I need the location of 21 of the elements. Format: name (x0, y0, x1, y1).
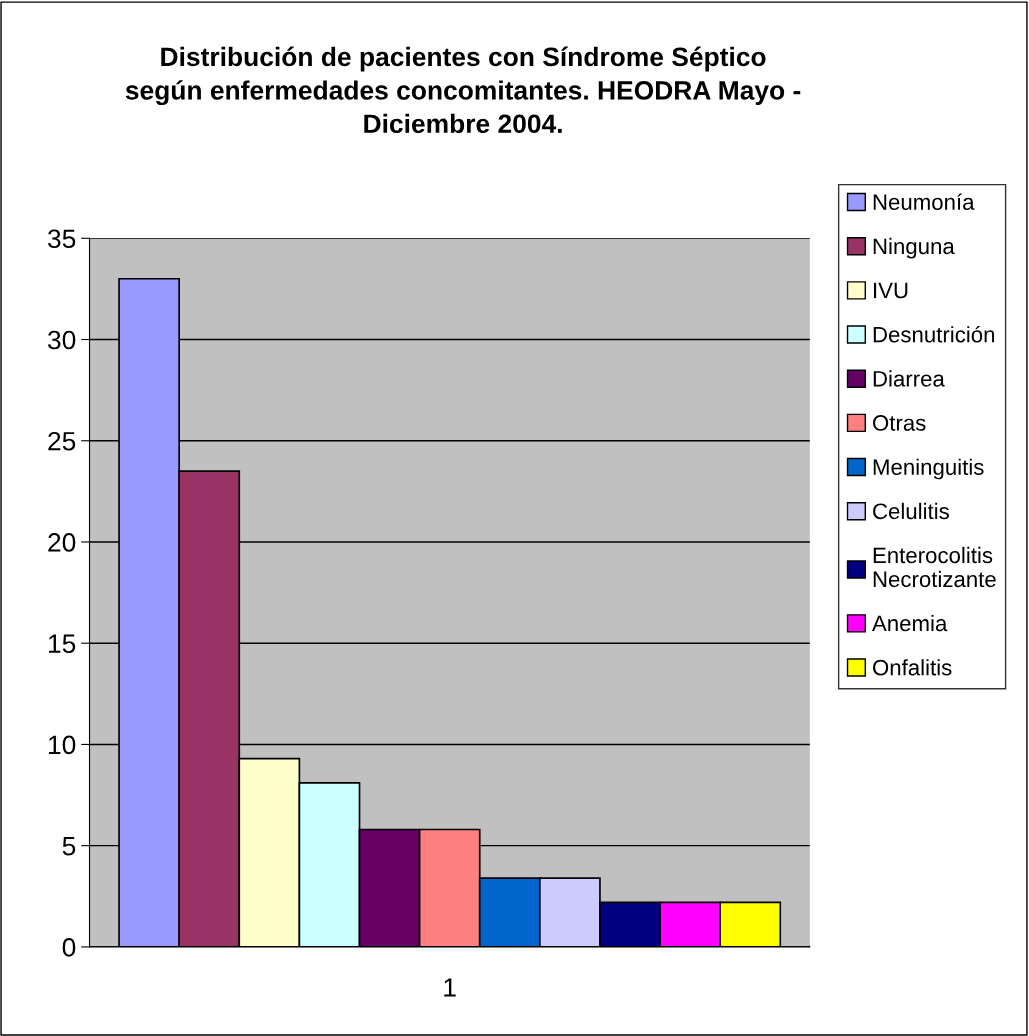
y-tick-label: 15 (48, 634, 76, 654)
y-tick-label: 20 (48, 533, 76, 552)
chart-title: Distribución de pacientes con Síndrome Séptico según enfermedades concomitantes. HEODRA Mayo - Diciembre 2004. (125, 46, 801, 134)
legend-label: Diarrea (873, 370, 945, 387)
y-tick-label: 0 (62, 938, 76, 957)
y-tick-label: 5 (62, 837, 76, 856)
legend-label: IVU (874, 282, 908, 299)
x-tick-label: 1 (444, 978, 456, 997)
legend-label: Neumonía (873, 193, 975, 210)
legend-label: Onfalitis (873, 659, 952, 676)
legend-label: Ninguna (873, 237, 955, 259)
legend-label: Celulitis (873, 502, 949, 520)
y-tick-label: 35 (47, 229, 76, 249)
y-tick-label: 10 (48, 735, 76, 755)
legend-label: Anemia (872, 614, 948, 632)
y-tick-label: 25 (48, 431, 76, 451)
legend-label: Otras (873, 415, 926, 431)
legend-label: Desnutrición (873, 325, 995, 343)
legend-label: Enterocolitis Necrotizante (873, 546, 996, 588)
legend-label: Meninguitis (873, 458, 984, 480)
y-tick-label: 30 (47, 330, 76, 350)
